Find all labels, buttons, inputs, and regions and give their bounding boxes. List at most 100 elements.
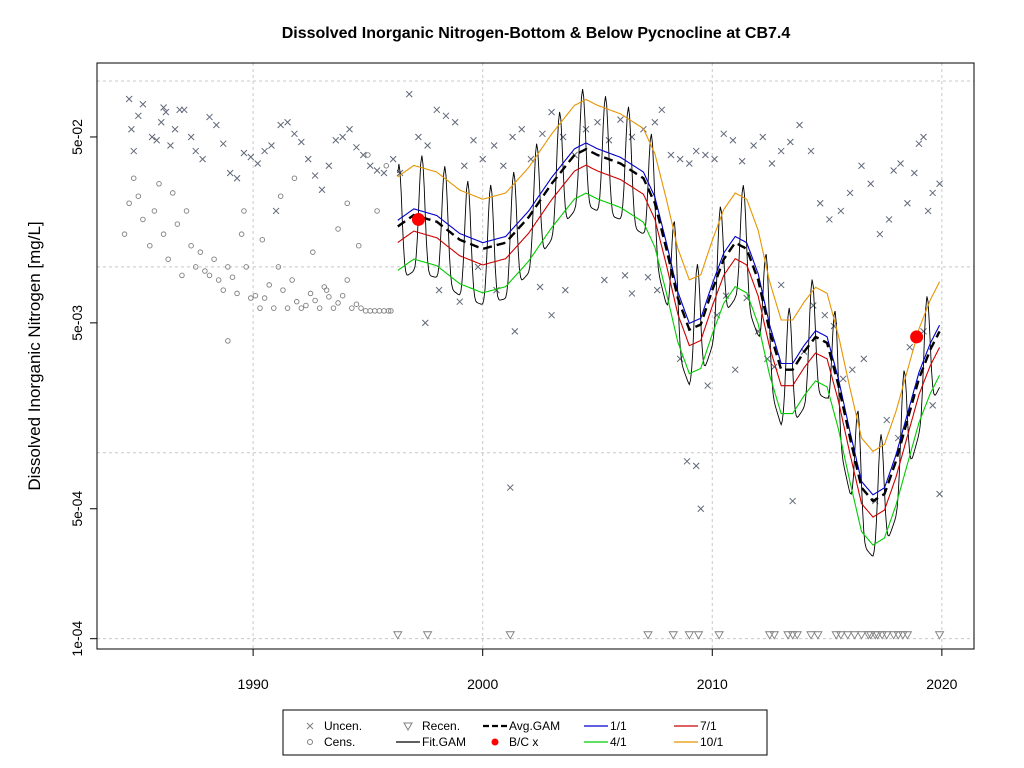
uncensored-point <box>738 157 746 165</box>
legend-label: Uncen. <box>324 719 362 733</box>
uncensored-point <box>876 230 884 238</box>
censored-point <box>326 294 332 300</box>
uncensored-point <box>628 133 636 141</box>
uncensored-point <box>676 155 684 163</box>
uncensored-point <box>366 162 374 170</box>
censored-point <box>266 282 272 288</box>
censored-point <box>188 242 194 249</box>
uncensored-point <box>451 118 459 126</box>
censored-point <box>298 305 305 311</box>
uncensored-point <box>509 133 516 141</box>
uncensored-point <box>821 311 829 319</box>
uncensored-point <box>711 155 718 163</box>
uncensored-point <box>594 118 601 126</box>
legend-label: 1/1 <box>610 719 627 733</box>
uncensored-point <box>353 143 360 151</box>
uncensored-point <box>506 484 514 491</box>
censored-point <box>238 231 245 237</box>
censored-point <box>257 305 263 311</box>
recensored-point <box>888 631 899 640</box>
series-line-1-1 <box>397 142 941 496</box>
censored-point <box>192 264 199 270</box>
avg-gam-line <box>397 147 941 503</box>
censored-point <box>353 301 360 307</box>
uncensored-point <box>479 155 487 163</box>
censored-point <box>174 221 181 227</box>
uncensored-point <box>885 216 893 223</box>
uncensored-point <box>867 180 875 188</box>
uncensored-point <box>240 149 248 157</box>
x-tick-label: 1990 <box>238 676 269 692</box>
uncensored-point <box>415 133 422 141</box>
censored-point <box>355 242 362 249</box>
legend-cross-icon <box>306 722 314 730</box>
recensored-point <box>643 631 653 640</box>
uncensored-point <box>816 199 824 207</box>
recensored-point <box>714 631 724 640</box>
bc-point <box>411 212 425 226</box>
uncensored-point <box>456 298 464 306</box>
recensored-point <box>849 631 860 640</box>
uncensored-point <box>915 140 923 148</box>
uncensored-point <box>247 153 255 161</box>
uncensored-point <box>768 160 776 167</box>
uncensored-point <box>389 155 397 163</box>
uncensored-point <box>750 142 757 149</box>
uncensored-point <box>777 147 785 155</box>
censored-point <box>140 216 146 223</box>
uncensored-point <box>148 133 156 141</box>
uncensored-point <box>500 162 507 170</box>
plot-data <box>121 89 945 640</box>
recensored-point <box>668 631 679 640</box>
uncensored-point <box>291 130 298 138</box>
y-tick-label: 5e-04 <box>69 491 85 527</box>
series-line-7-1 <box>397 164 941 518</box>
censored-point <box>303 302 309 309</box>
recensored-point <box>898 631 908 640</box>
legend-label: Recen. <box>422 719 460 733</box>
y-tick-label: 5e-03 <box>69 305 85 341</box>
uncensored-point <box>511 328 519 335</box>
uncensored-point <box>162 108 170 116</box>
uncensored-point <box>658 106 666 114</box>
recensored-point <box>806 631 816 640</box>
censored-point <box>261 295 268 301</box>
uncensored-point <box>692 462 700 470</box>
uncensored-point <box>433 106 441 114</box>
uncensored-point <box>789 497 796 505</box>
uncensored-point <box>702 151 709 159</box>
uncensored-point <box>199 155 206 163</box>
recensored-point <box>934 631 945 640</box>
censored-point <box>312 297 318 304</box>
legend-label: Fit.GAM <box>422 735 466 749</box>
uncensored-point <box>582 125 590 133</box>
censored-point <box>316 305 323 311</box>
censored-point <box>243 264 249 270</box>
uncensored-point <box>421 319 429 327</box>
bc-point <box>910 330 924 344</box>
uncensored-point <box>904 199 911 207</box>
uncensored-point <box>704 382 712 389</box>
uncensored-point <box>676 355 684 363</box>
uncensored-point <box>846 189 854 197</box>
uncensored-point <box>924 207 932 215</box>
uncensored-point <box>380 169 388 177</box>
legend-circle-icon <box>307 739 313 745</box>
uncensored-point <box>936 180 943 188</box>
recensored-point <box>422 631 433 640</box>
censored-point <box>252 292 259 299</box>
uncensored-point <box>254 160 262 167</box>
censored-point <box>147 242 153 249</box>
chart-title: Dissolved Inorganic Nitrogen-Bottom & Be… <box>282 25 791 42</box>
uncensored-point <box>332 136 340 144</box>
uncensored-point <box>826 216 833 223</box>
uncensored-point <box>226 169 234 177</box>
uncensored-point <box>157 118 165 126</box>
censored-point <box>335 226 341 232</box>
censored-point <box>372 308 378 314</box>
censored-point <box>229 274 236 280</box>
recensored-point <box>505 631 516 640</box>
uncensored-point <box>651 118 659 126</box>
censored-point <box>284 305 291 311</box>
censored-point <box>381 308 387 314</box>
